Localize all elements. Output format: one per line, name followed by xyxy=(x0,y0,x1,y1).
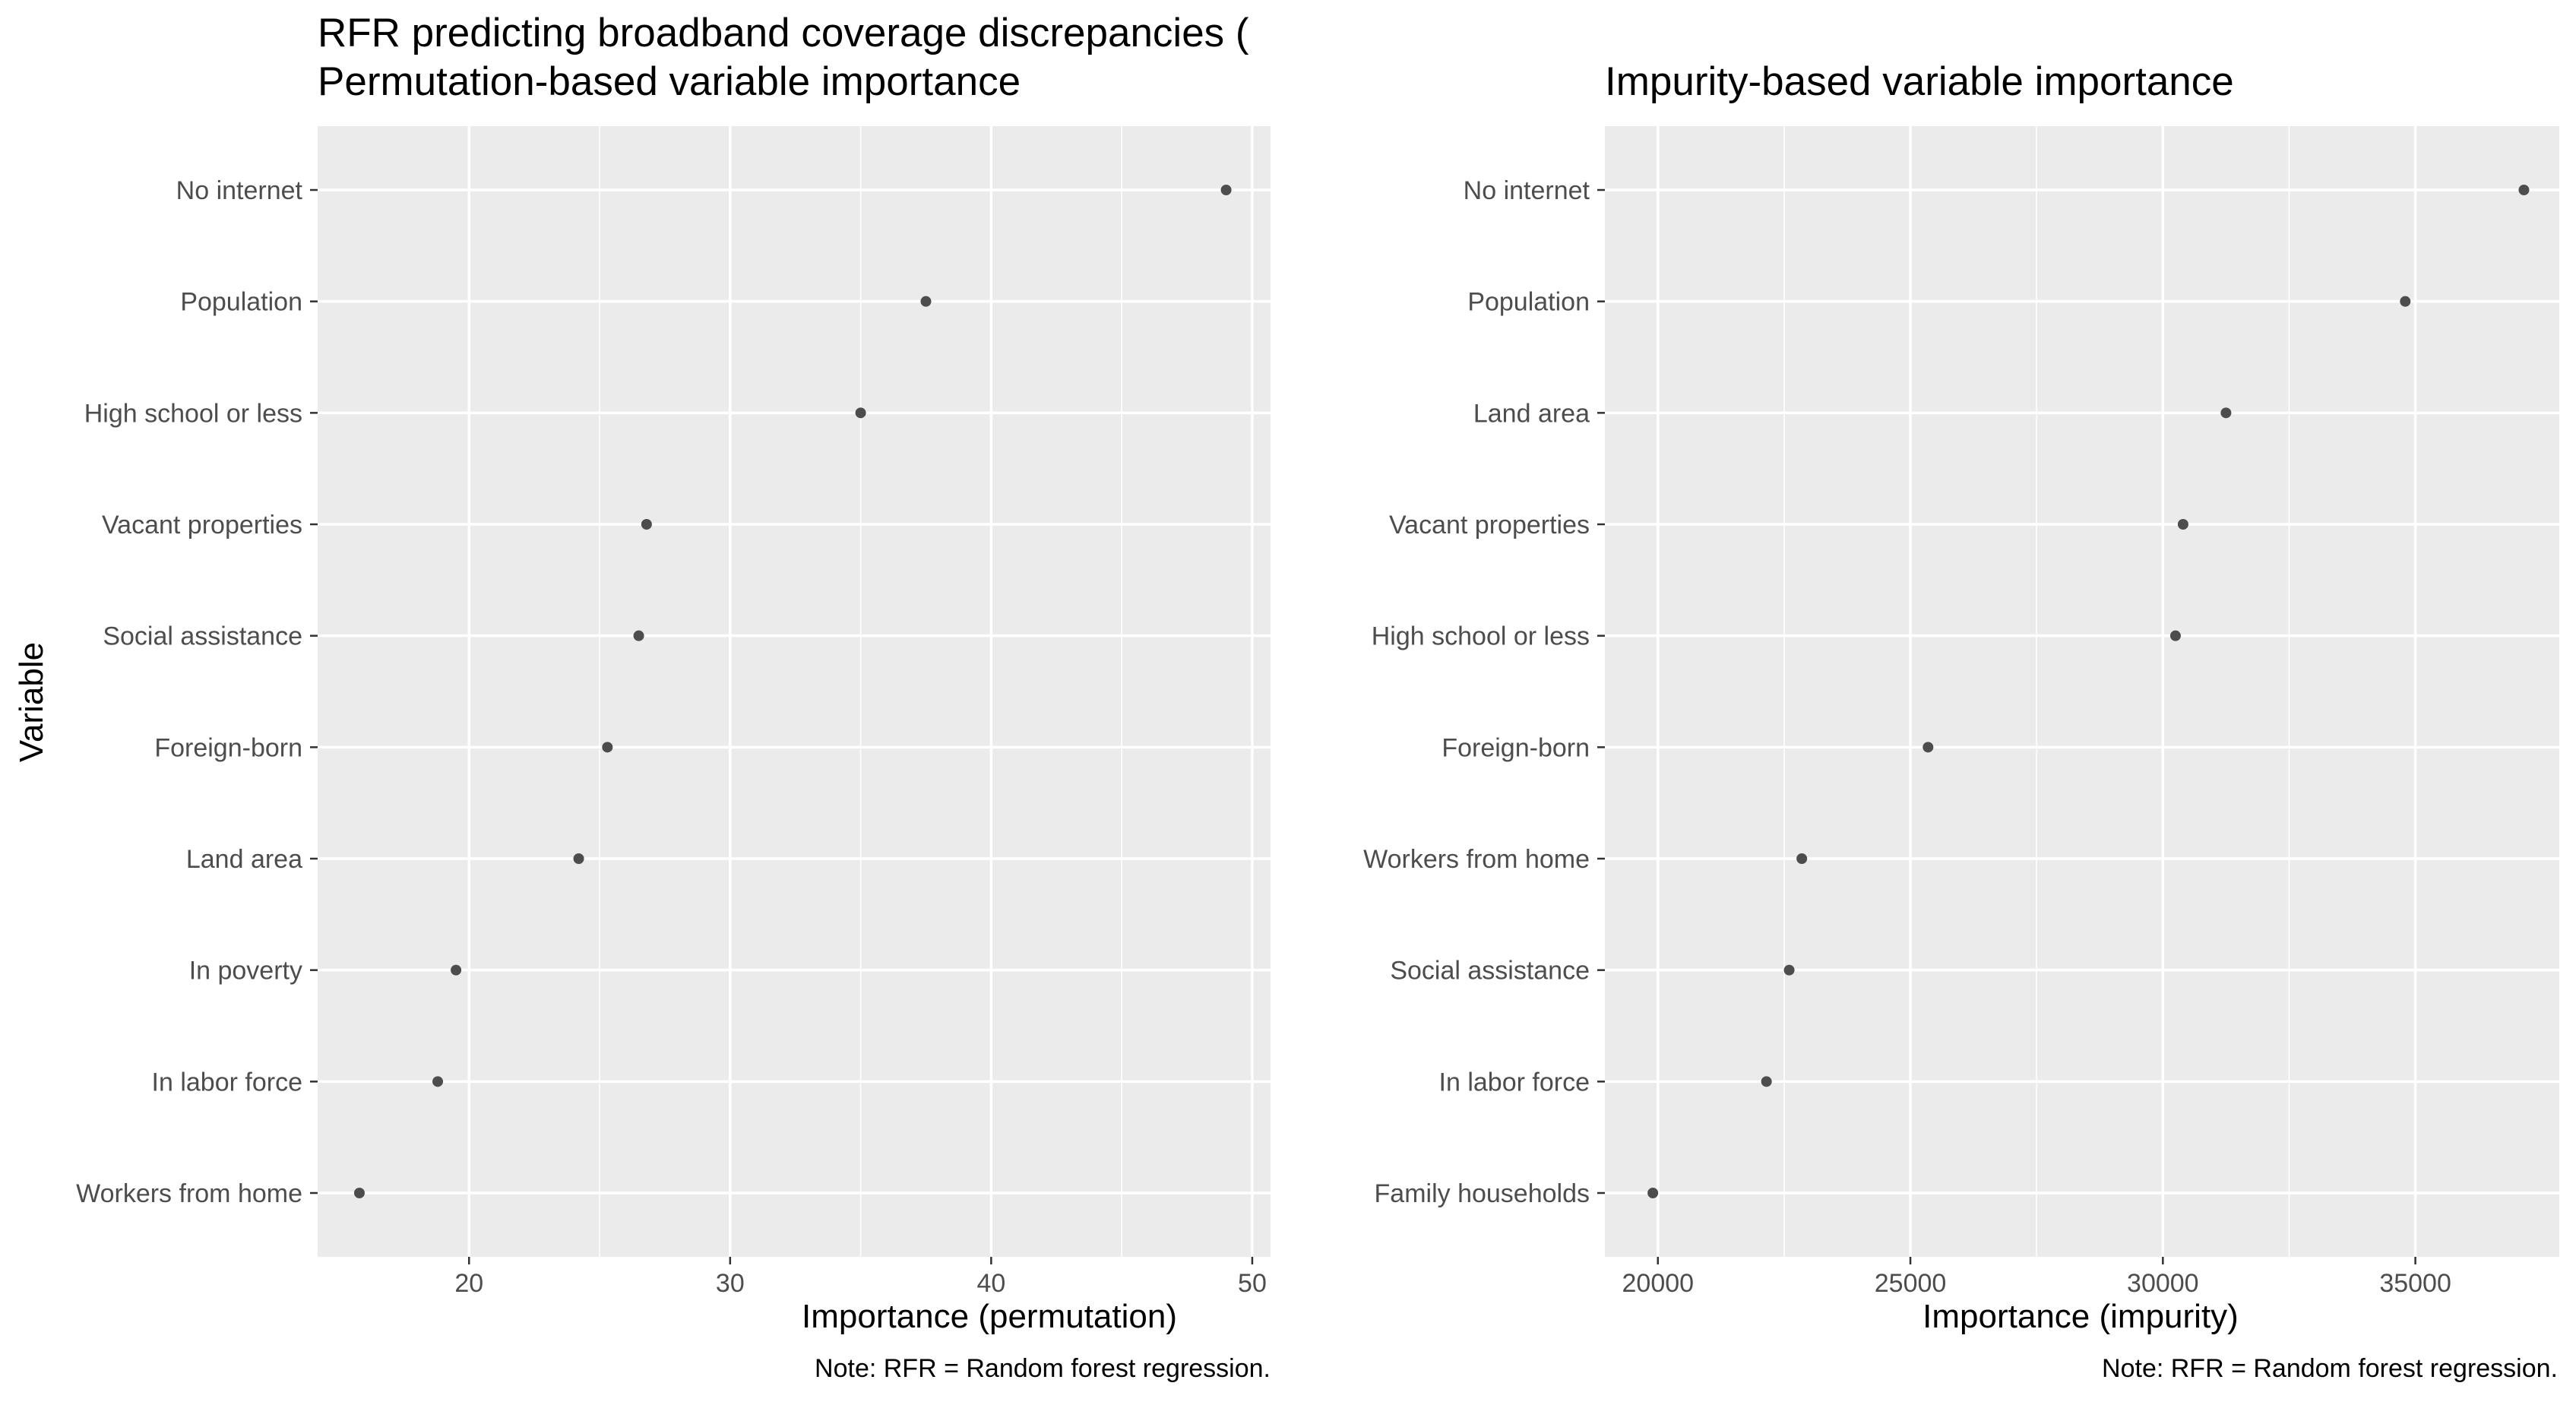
left-y-tick-label: Social assistance xyxy=(103,622,302,651)
right-y-tick-label: No internet xyxy=(1464,176,1590,205)
right-y-tick-label: Foreign-born xyxy=(1441,733,1590,762)
left-x-axis-label: Importance (permutation) xyxy=(802,1298,1177,1335)
left-y-tick-label: Workers from home xyxy=(76,1179,302,1208)
left-data-point xyxy=(641,519,652,530)
right-data-point xyxy=(1923,742,1934,753)
right-y-tick-label: In labor force xyxy=(1439,1068,1590,1096)
left-data-point xyxy=(855,407,866,419)
left-data-point xyxy=(573,853,584,864)
left-data-point xyxy=(602,742,613,753)
right-panel-background xyxy=(1605,126,2559,1257)
right-y-tick-label: Vacant properties xyxy=(1389,511,1590,540)
left-data-point xyxy=(451,964,462,976)
left-data-point xyxy=(920,296,932,307)
right-y-tick-label: Workers from home xyxy=(1363,845,1590,874)
left-y-tick-label: No internet xyxy=(176,176,303,205)
left-data-point xyxy=(633,630,644,641)
left-y-tick-label: Population xyxy=(180,288,302,317)
left-y-tick-label: In labor force xyxy=(152,1068,302,1096)
left-data-point xyxy=(353,1188,365,1198)
right-x-axis-label: Importance (impurity) xyxy=(1923,1298,2239,1335)
right-y-tick-label: Land area xyxy=(1473,399,1590,428)
right-caption-note: Note: RFR = Random forest regression. xyxy=(2102,1354,2558,1383)
left-data-point xyxy=(1220,185,1232,195)
left-y-tick-label: In poverty xyxy=(189,957,302,986)
right-data-point xyxy=(1761,1076,1772,1087)
right-y-tick-label: Population xyxy=(1467,288,1590,317)
right-data-point xyxy=(1796,853,1808,864)
right-data-point xyxy=(1783,964,1795,976)
left-caption-note: Note: RFR = Random forest regression. xyxy=(815,1354,1271,1383)
left-x-tick-label: 20 xyxy=(454,1269,483,1298)
left-x-tick-label: 40 xyxy=(976,1269,1005,1298)
left-panel-background xyxy=(318,126,1271,1257)
right-data-point xyxy=(2400,296,2411,307)
left-chart-title: RFR predicting broadband coverage discre… xyxy=(318,11,1249,104)
right-data-point xyxy=(2169,630,2181,641)
left-x-tick-label: 30 xyxy=(716,1269,745,1298)
right-data-point xyxy=(2177,519,2188,530)
right-y-tick-label: High school or less xyxy=(1372,622,1590,651)
right-y-tick-label: Family households xyxy=(1375,1179,1590,1208)
right-x-tick-label: 35000 xyxy=(2379,1269,2451,1298)
right-x-tick-label: 20000 xyxy=(1622,1269,1695,1298)
right-x-tick-label: 30000 xyxy=(2127,1269,2199,1298)
left-data-point xyxy=(432,1076,444,1087)
left-x-tick-label: 50 xyxy=(1238,1269,1267,1298)
right-data-point xyxy=(2518,185,2530,195)
right-chart-title: Impurity-based variable importance xyxy=(1605,59,2234,104)
left-y-tick-label: High school or less xyxy=(84,399,302,428)
right-data-point xyxy=(1647,1188,1659,1198)
right-y-tick-label: Social assistance xyxy=(1390,957,1590,986)
left-y-tick-label: Foreign-born xyxy=(154,733,302,762)
left-y-tick-label: Vacant properties xyxy=(102,511,302,540)
right-data-point xyxy=(2220,407,2232,419)
right-x-tick-label: 25000 xyxy=(1875,1269,1947,1298)
left-y-tick-label: Land area xyxy=(186,845,302,874)
